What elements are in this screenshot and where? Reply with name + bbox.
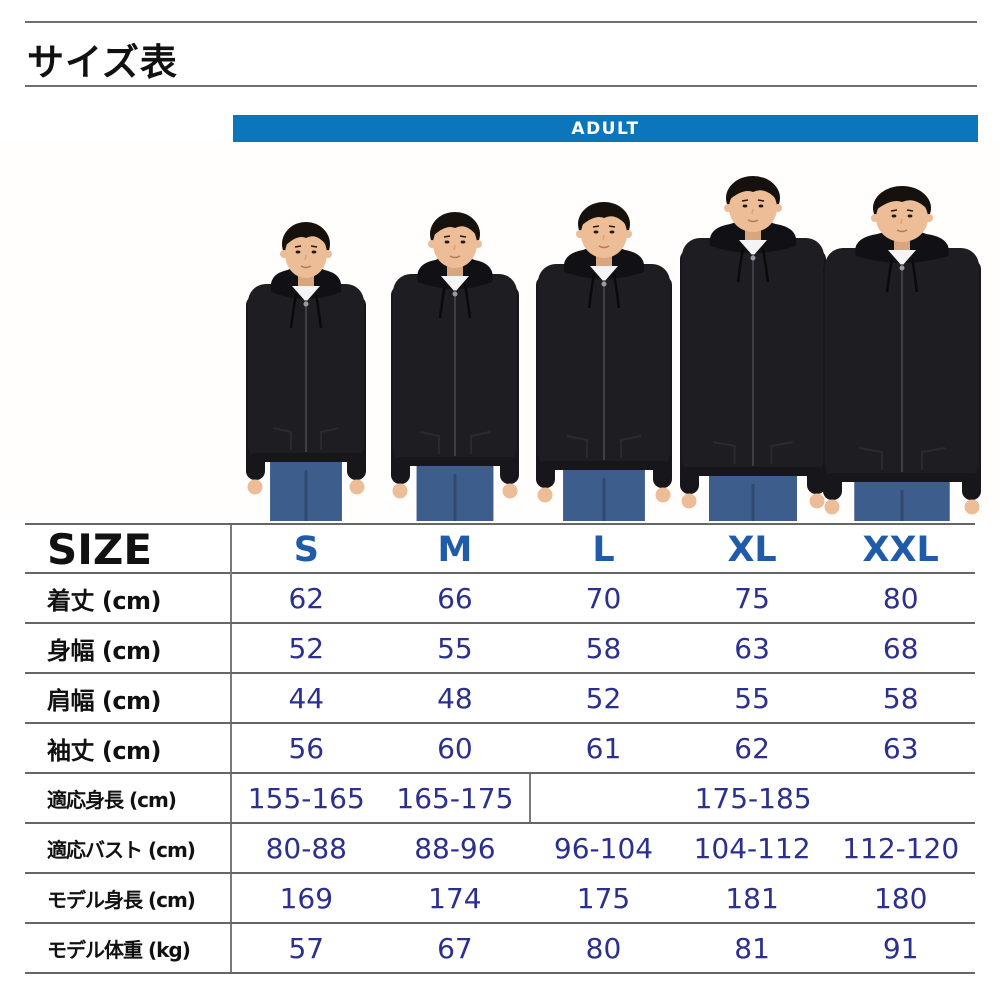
figure-model-xl	[680, 176, 826, 521]
cell-value: 62	[288, 581, 325, 615]
row-label: モデル体重 (kg)	[25, 924, 232, 972]
row-label: 袖丈 (cm)	[25, 724, 232, 772]
col-head-xl: XL	[727, 529, 777, 570]
col-head-l: L	[592, 529, 615, 570]
table-row-model-height: モデル身長 (cm) 169 174 175 181 180	[25, 874, 975, 924]
cell-value: 70	[585, 581, 622, 615]
row-label: 適応バスト (cm)	[25, 824, 232, 872]
adult-banner-label: ADULT	[571, 118, 640, 139]
cell-value: 165-175	[396, 781, 514, 815]
table-row-model-weight: モデル体重 (kg) 57 67 80 81 91	[25, 924, 975, 974]
row-label: 着丈 (cm)	[25, 574, 232, 622]
cell-value: 55	[437, 631, 473, 665]
cell-value: 81	[734, 931, 770, 965]
cell-value: 91	[882, 931, 919, 965]
cell-value: 169	[279, 881, 334, 915]
size-header-label: SIZE	[25, 525, 232, 574]
cell-value: 56	[288, 731, 325, 765]
table-header-row: SIZE S M L XL XXL	[25, 525, 975, 574]
cell-value: 55	[734, 681, 770, 715]
col-head-m: M	[437, 529, 473, 570]
row-label: 適応身長 (cm)	[25, 774, 232, 822]
cell-value: 175	[576, 881, 631, 915]
cell-value: 104-112	[693, 831, 811, 865]
title-section: サイズ表	[25, 21, 977, 87]
cell-value: 63	[734, 631, 770, 665]
cell-value: 62	[734, 731, 770, 765]
figure-model-l	[536, 202, 672, 521]
cell-value: 60	[437, 731, 473, 765]
row-label: モデル身長 (cm)	[25, 874, 232, 922]
models-photo	[0, 142, 1000, 521]
table-row-body-length: 着丈 (cm) 62 66 70 75 80	[25, 574, 975, 624]
cell-value: 48	[437, 681, 473, 715]
cell-value: 52	[288, 631, 325, 665]
page-title: サイズ表	[27, 41, 178, 84]
figure-model-xxl	[823, 186, 981, 521]
cell-value: 96-104	[553, 831, 654, 865]
cell-value: 68	[882, 631, 919, 665]
cell-value: 80-88	[265, 831, 347, 865]
table-row-fit-bust: 適応バスト (cm) 80-88 88-96 96-104 104-112 11…	[25, 824, 975, 874]
cell-value: 75	[734, 581, 770, 615]
cell-value: 181	[725, 881, 779, 915]
cell-value: 67	[437, 931, 473, 965]
cell-value: 58	[585, 631, 622, 665]
row-label: 身幅 (cm)	[25, 624, 232, 672]
col-head-xxl: XXL	[862, 529, 939, 570]
figure-model-m	[391, 212, 519, 521]
cell-value: 112-120	[842, 831, 960, 865]
cell-value: 63	[882, 731, 919, 765]
size-table: SIZE S M L XL XXL 着丈 (cm) 62 66 70 75 80…	[25, 523, 975, 974]
cell-value: 58	[882, 681, 919, 715]
row-label: 肩幅 (cm)	[25, 674, 232, 722]
cell-value: 80	[882, 581, 919, 615]
table-row-sleeve-length: 袖丈 (cm) 56 60 61 62 63	[25, 724, 975, 774]
cell-value: 57	[288, 931, 325, 965]
cell-value: 180	[873, 881, 928, 915]
table-row-body-width: 身幅 (cm) 52 55 58 63 68	[25, 624, 975, 674]
adult-banner: ADULT	[233, 115, 978, 142]
cell-value: 155-165	[247, 781, 365, 815]
col-head-s: S	[293, 529, 319, 570]
cell-value: 66	[437, 581, 473, 615]
cell-value: 44	[288, 681, 325, 715]
cell-value-merged: 175-185	[529, 774, 975, 822]
table-row-shoulder-width: 肩幅 (cm) 44 48 52 55 58	[25, 674, 975, 724]
cell-value: 80	[585, 931, 622, 965]
cell-value: 61	[585, 731, 622, 765]
models-illustration	[246, 176, 981, 521]
cell-value: 52	[585, 681, 622, 715]
cell-value: 88-96	[414, 831, 496, 865]
table-row-fit-height: 適応身長 (cm) 155-165 165-175 175-185	[25, 774, 975, 824]
cell-value: 174	[428, 881, 482, 915]
figure-model-s	[246, 222, 366, 521]
